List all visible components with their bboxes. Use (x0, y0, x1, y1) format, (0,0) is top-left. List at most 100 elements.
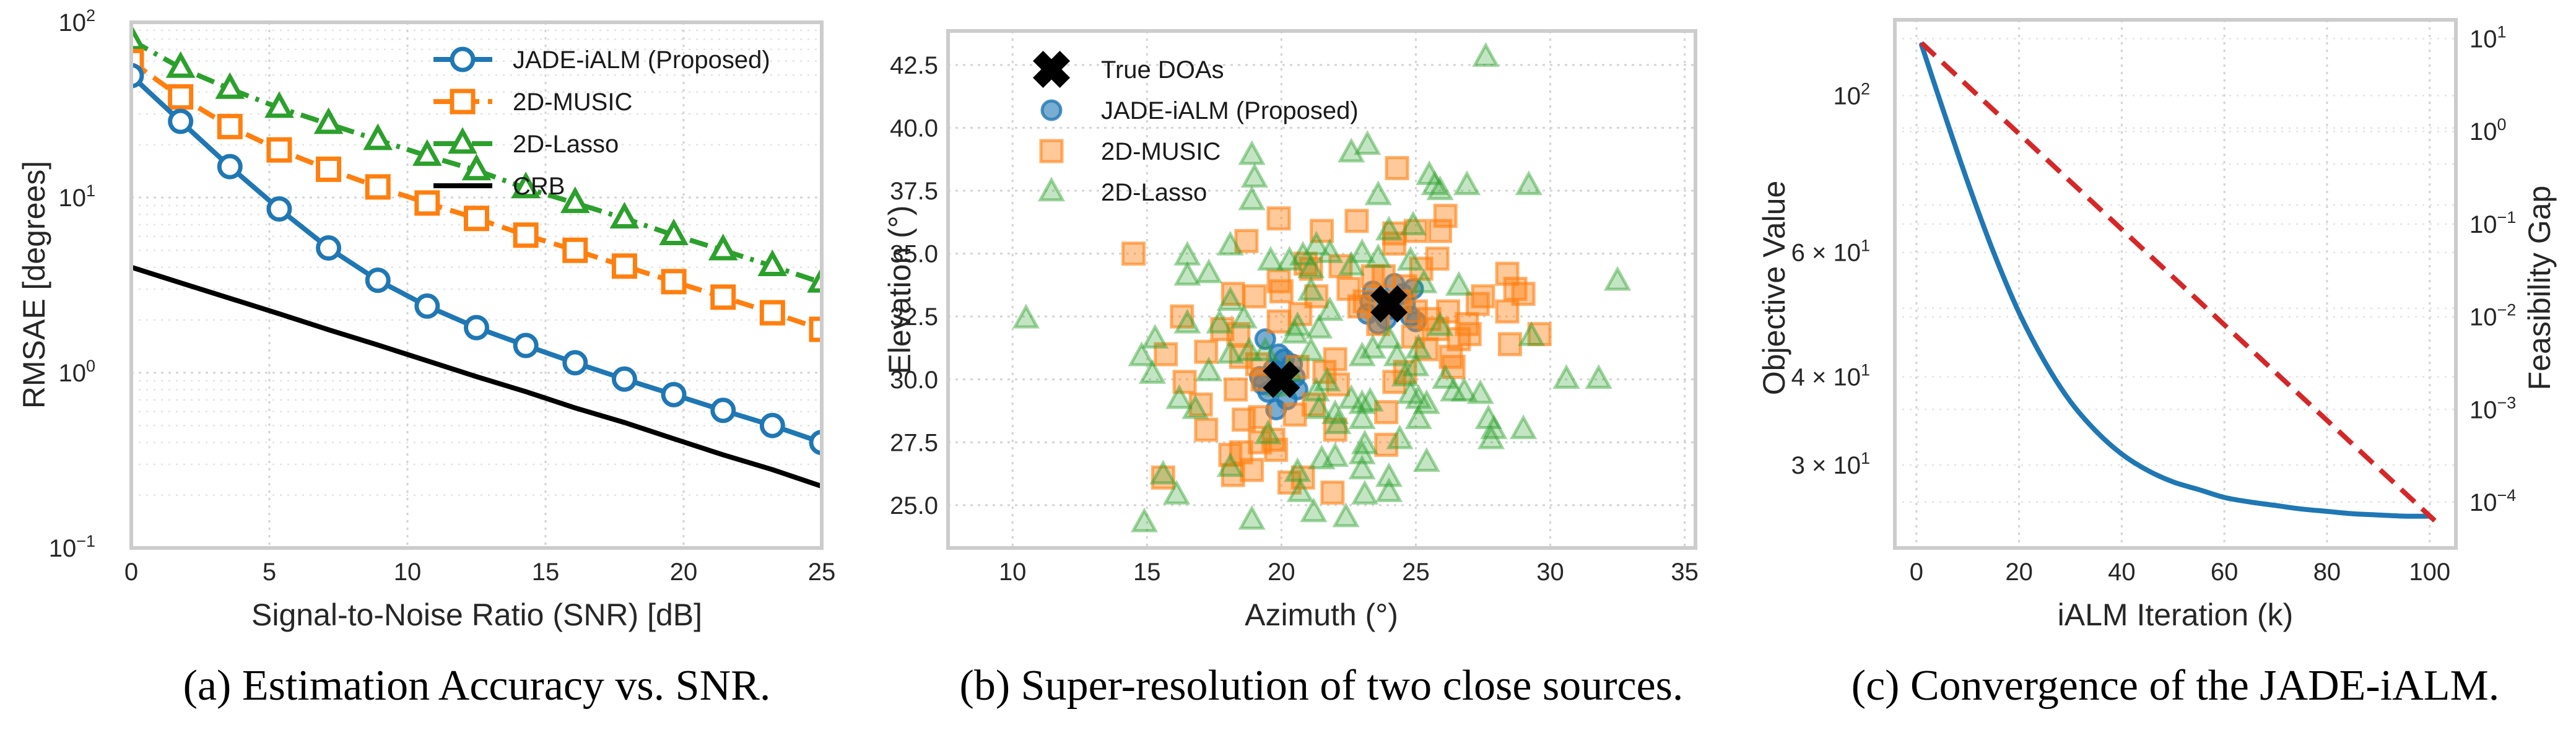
b-point-2d-music (1344, 209, 1369, 233)
c-y-tick-label-right-base: 10 (2469, 118, 2497, 146)
a-x-axis-label: Signal-to-Noise Ratio (SNR) [dB] (251, 597, 702, 632)
c-y-tick-label-right-base: 10 (2469, 304, 2497, 331)
a-data-point (313, 107, 344, 134)
c-y-tick-label-right: 10−4 (2469, 486, 2516, 516)
a-data-point (131, 63, 144, 89)
b-point-2d-lasso (1216, 286, 1244, 311)
a-y-tick-label: 100 (58, 357, 95, 387)
a-legend-label: 2D-Lasso (513, 131, 619, 158)
a-data-point (412, 139, 442, 166)
a-data-point (809, 430, 822, 456)
b-point-2d-lasso (1173, 240, 1201, 266)
a-x-tick-label: 10 (394, 558, 422, 586)
b-point-2d-lasso (1216, 339, 1244, 364)
b-x-tick-label: 10 (999, 558, 1027, 586)
b-point-2d-music (1310, 219, 1334, 243)
b-point-2d-lasso (1510, 414, 1538, 440)
b-point-2d-lasso (1195, 258, 1223, 284)
a-x-tick-label: 20 (670, 558, 698, 586)
b-point-2d-lasso (1450, 376, 1478, 402)
b-point-2d-lasso (1399, 211, 1427, 236)
a-y-tick-label-exp: 1 (86, 181, 95, 200)
c-objective-value-line (1919, 42, 2432, 519)
b-point-2d-lasso (1149, 459, 1177, 485)
b-point-2d-lasso (1375, 477, 1403, 502)
b-point-2d-lasso (1348, 454, 1376, 480)
b-legend-label: True DOAs (1101, 56, 1224, 84)
b-point-2d-lasso (1396, 246, 1424, 271)
b-point-2d-lasso (1480, 414, 1508, 440)
a-y-tick-label-base: 10 (58, 360, 86, 387)
a-series-group (131, 24, 822, 489)
b-point-2d-lasso (1348, 439, 1376, 464)
b-point-2d-music (1304, 284, 1329, 309)
a-data-point (131, 24, 146, 51)
a-legend-label: CRB (513, 173, 565, 200)
b-point-2d-lasso (1432, 364, 1460, 389)
b-point-2d-lasso (1141, 324, 1169, 349)
c-y-tick-label-right: 10−1 (2469, 208, 2516, 238)
a-x-tick-label: 5 (263, 558, 276, 586)
c-y-tick-label-right-exp: −2 (2497, 301, 2517, 319)
b-point-2d-music (1385, 155, 1409, 180)
b-point-2d-music (1312, 360, 1337, 385)
b-point-2d-lasso (1321, 399, 1349, 424)
b-point-2d-music (1328, 254, 1353, 279)
b-point-2d-music (1465, 292, 1490, 316)
b-y-tick-label: 40.0 (890, 115, 938, 142)
b-point-2d-lasso (1316, 238, 1344, 263)
c-y-tick-label-left-exp: 1 (1861, 449, 1870, 467)
a-data-point (461, 154, 492, 181)
a-data-point (266, 196, 292, 222)
b-point-2d-lasso (1238, 140, 1266, 165)
b-point-2d-music (1401, 324, 1425, 349)
a-data-point (661, 269, 687, 295)
b-point-2d-music (1194, 417, 1219, 442)
c-y-tick-label-left-base: 10 (1833, 82, 1861, 110)
b-point-2d-lasso (1300, 497, 1328, 523)
b-point-2d-music (1261, 427, 1286, 452)
c-y-tick-label-right-exp: 0 (2497, 115, 2507, 134)
a-y-axis-label: RMSAE [degrees] (17, 161, 51, 409)
b-point-2d-lasso (1515, 170, 1543, 196)
a-y-tick-label-exp: −1 (76, 532, 95, 550)
b-legend-marker (1037, 176, 1066, 202)
b-point-2d-music (1194, 339, 1219, 364)
b-point-2d-music (1188, 392, 1213, 417)
b-point-2d-lasso (1391, 361, 1419, 386)
b-point-2d-lasso (1466, 379, 1494, 404)
b-point-2d-lasso (1375, 462, 1403, 487)
b-point-2d-music (1290, 465, 1315, 490)
b-legend-marker (1039, 139, 1064, 163)
b-point-2d-lasso (1445, 271, 1473, 296)
a-y-tick-label: 101 (58, 181, 95, 212)
b-point-2d-lasso (1364, 243, 1392, 268)
c-series-group (1919, 41, 2437, 523)
c-y-tick-label-right-base: 10 (2469, 396, 2497, 424)
c-y-tick-label-right-base: 10 (2469, 26, 2497, 53)
b-point-2d-lasso (1410, 268, 1438, 293)
b-point-2d-lasso (1375, 324, 1403, 349)
a-data-point (464, 315, 489, 341)
b-point-true-doas (1370, 285, 1408, 323)
c-y-tick-label-left-exp: 1 (1861, 237, 1870, 255)
b-point-2d-music (1374, 432, 1399, 457)
a-y-tick-label-base: 10 (58, 185, 86, 212)
b-point-2d-lasso (1404, 404, 1432, 430)
b-point-2d-lasso (1604, 266, 1632, 291)
b-point-2d-music (1436, 299, 1461, 324)
c-y-tick-label-right-exp: −4 (2497, 486, 2517, 505)
c-y-tick-label-left-base: 4 × 10 (1791, 364, 1861, 391)
b-point-2d-music (1409, 256, 1434, 281)
c-x-tick-label: 60 (2211, 558, 2239, 586)
c-y-tick-label-left: 4 × 101 (1791, 361, 1870, 391)
b-point-2d-lasso (1348, 341, 1376, 367)
c-y-tick-label-right: 100 (2469, 115, 2507, 146)
b-point-2d-lasso (1421, 170, 1448, 196)
a-data-point (363, 123, 393, 150)
b-legend-marker (1040, 99, 1063, 121)
b-point-2d-music (1347, 294, 1372, 319)
a-y-tick-label: 10−1 (49, 532, 95, 562)
